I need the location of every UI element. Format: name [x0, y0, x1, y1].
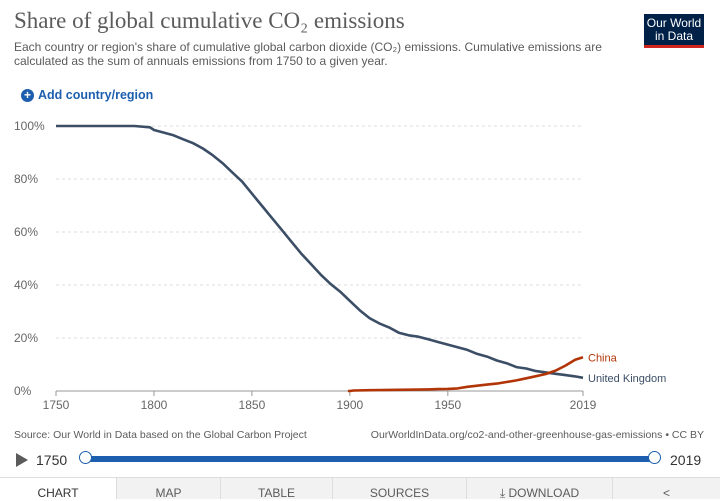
logo-line-2: in Data — [654, 29, 694, 43]
y-tick-label: 0% — [14, 384, 32, 398]
tab-download[interactable]: ⤓ Download — [466, 478, 612, 500]
timeline-start-handle[interactable] — [79, 451, 92, 464]
line-chart: 0% 20% 40% 60% 80% 100% 1750 1800 1850 1900 1950 20… — [14, 119, 666, 412]
source-note: Source: Our World in Data based on the G… — [14, 429, 307, 441]
timeline-end-handle[interactable] — [648, 451, 661, 464]
tab-sources[interactable]: Sources — [332, 478, 466, 500]
y-tick-label: 100% — [14, 119, 45, 133]
tab-table[interactable]: Table — [220, 478, 332, 500]
x-tick-label: 1800 — [141, 398, 168, 412]
timeline-track[interactable] — [86, 456, 654, 462]
plus-circle-icon: + — [21, 88, 34, 102]
tab-bar: Chart Map Table Sources ⤓ Download < — [0, 477, 720, 500]
tab-download-label: Download — [508, 486, 580, 500]
source-url[interactable]: OurWorldInData.org/co2-and-other-greenho… — [370, 429, 704, 441]
series-line — [56, 124, 584, 380]
tab-map[interactable]: Map — [116, 478, 220, 500]
logo-line-1: Our World — [646, 16, 702, 30]
y-tick-label: 80% — [14, 172, 38, 186]
chart-title: Share of global cumulative CO₂ emissions — [14, 8, 405, 33]
owid-logo[interactable]: Our World in Data — [644, 14, 704, 48]
timeline-end-label: 2019 — [670, 452, 702, 468]
series-label: China — [588, 352, 618, 364]
series-line — [347, 356, 584, 393]
timeline-slider[interactable]: 1750 2019 — [14, 448, 706, 470]
x-tick-label: 2019 — [570, 398, 597, 412]
x-tick-label: 1750 — [43, 398, 70, 412]
tab-chart[interactable]: Chart — [0, 478, 116, 500]
y-tick-label: 40% — [14, 278, 38, 292]
timeline-start-label: 1750 — [36, 452, 68, 468]
series-label: United Kingdom — [588, 373, 666, 385]
y-tick-label: 60% — [14, 225, 38, 239]
download-icon: ⤓ — [499, 486, 509, 500]
x-tick-label: 1900 — [337, 398, 364, 412]
chart-subtitle: Each country or region's share of cumula… — [14, 40, 602, 68]
x-tick-label: 1850 — [239, 398, 266, 412]
share-icon: < — [662, 486, 670, 500]
add-country-button[interactable]: + Add country/region — [21, 88, 153, 102]
x-tick-label: 1950 — [434, 398, 461, 412]
tab-share[interactable]: < — [612, 478, 720, 500]
add-country-label: Add country/region — [38, 88, 154, 102]
play-icon[interactable] — [16, 453, 28, 467]
y-tick-label: 20% — [14, 331, 38, 345]
